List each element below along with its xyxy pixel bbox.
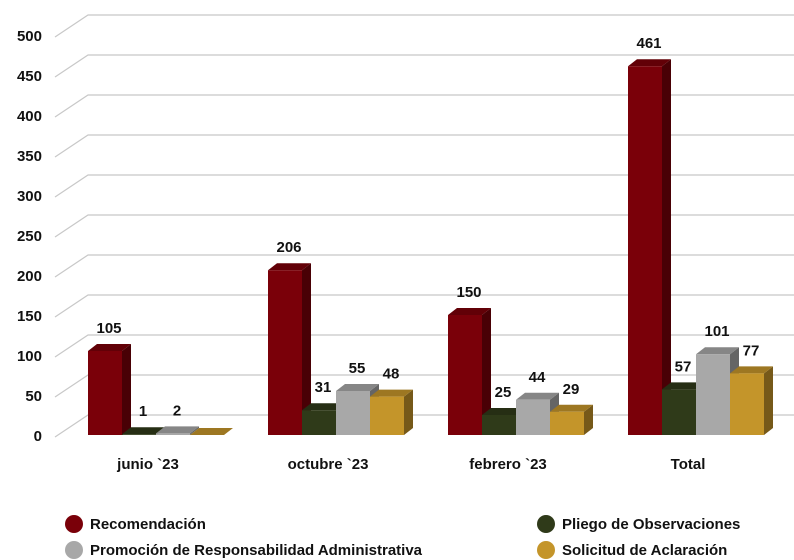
y-tick-label: 100 bbox=[17, 348, 42, 365]
legend-swatch bbox=[537, 515, 555, 533]
bar bbox=[730, 366, 773, 435]
grid-line bbox=[54, 334, 794, 358]
data-label: 101 bbox=[704, 323, 729, 340]
data-label: 150 bbox=[456, 284, 481, 301]
legend-label: Recomendación bbox=[90, 516, 206, 533]
grid-line bbox=[54, 214, 794, 238]
bar-top bbox=[268, 263, 311, 271]
bar-top bbox=[122, 427, 165, 435]
data-label: 1 bbox=[139, 403, 147, 420]
grid-line bbox=[54, 294, 794, 318]
grid-line bbox=[54, 134, 794, 158]
bar-top bbox=[448, 308, 491, 315]
bar-top bbox=[482, 408, 525, 415]
bar-front bbox=[302, 410, 336, 435]
x-tick-label: junio `23 bbox=[116, 456, 179, 473]
legend-swatch bbox=[65, 515, 83, 533]
grid-line bbox=[54, 54, 794, 78]
bar-side bbox=[404, 389, 413, 435]
bar-top bbox=[628, 59, 671, 67]
legend-label: Promoción de Responsabilidad Administrat… bbox=[90, 542, 423, 559]
data-label: 206 bbox=[276, 239, 301, 256]
y-tick-label: 450 bbox=[17, 68, 42, 85]
bar-side bbox=[122, 344, 131, 435]
bar-top bbox=[696, 347, 739, 355]
data-label: 57 bbox=[675, 358, 692, 375]
bar-front bbox=[696, 354, 730, 435]
bar-front bbox=[156, 433, 190, 435]
legend-label: Pliego de Observaciones bbox=[562, 516, 740, 533]
bar bbox=[156, 426, 199, 435]
bar bbox=[88, 344, 131, 435]
bar-side bbox=[764, 366, 773, 435]
bar-front bbox=[370, 396, 404, 435]
y-tick-label: 500 bbox=[17, 28, 42, 45]
data-label: 31 bbox=[315, 379, 332, 396]
data-label: 55 bbox=[349, 360, 366, 377]
bar-side bbox=[584, 404, 593, 435]
bar-top bbox=[370, 389, 413, 397]
bar bbox=[550, 404, 593, 435]
bar-top bbox=[516, 392, 559, 400]
bar-front bbox=[268, 270, 302, 435]
grid-line bbox=[54, 174, 794, 198]
data-label: 105 bbox=[96, 320, 121, 337]
y-tick-label: 0 bbox=[34, 428, 42, 445]
bar-front bbox=[662, 389, 696, 435]
bar-front bbox=[88, 351, 122, 435]
y-tick-label: 350 bbox=[17, 148, 42, 165]
bar-top bbox=[550, 404, 593, 412]
bar-top bbox=[190, 428, 233, 435]
data-label: 25 bbox=[495, 384, 512, 401]
bar-front bbox=[516, 399, 550, 435]
bar-front bbox=[336, 391, 370, 435]
data-label: 77 bbox=[743, 342, 760, 359]
bar-side bbox=[190, 426, 199, 435]
bar bbox=[268, 263, 311, 435]
bar-top bbox=[156, 426, 199, 434]
bar-front bbox=[730, 373, 764, 435]
bar-front bbox=[122, 434, 156, 435]
bar-side bbox=[662, 59, 671, 435]
y-tick-label: 400 bbox=[17, 108, 42, 125]
bar-top bbox=[88, 344, 131, 351]
bar-top bbox=[336, 384, 379, 391]
y-tick-label: 200 bbox=[17, 268, 42, 285]
data-label: 44 bbox=[529, 369, 546, 386]
legend-swatch bbox=[537, 541, 555, 559]
data-label: 461 bbox=[636, 35, 661, 52]
bar-side bbox=[482, 308, 491, 435]
legend-swatch bbox=[65, 541, 83, 559]
data-label: 29 bbox=[563, 381, 580, 398]
y-tick-label: 300 bbox=[17, 188, 42, 205]
bar-top bbox=[730, 366, 773, 374]
bar-front bbox=[448, 315, 482, 435]
y-tick-label: 150 bbox=[17, 308, 42, 325]
x-tick-label: octubre `23 bbox=[288, 456, 369, 473]
bar bbox=[190, 428, 233, 435]
y-tick-label: 250 bbox=[17, 228, 42, 245]
bar bbox=[628, 59, 671, 435]
x-tick-label: Total bbox=[671, 456, 706, 473]
grid-line bbox=[54, 254, 794, 278]
bar bbox=[370, 389, 413, 435]
bar bbox=[448, 308, 491, 435]
grid-line bbox=[54, 14, 794, 38]
grid-line bbox=[54, 94, 794, 118]
bar-front bbox=[628, 66, 662, 435]
legend-label: Solicitud de Aclaración bbox=[562, 542, 727, 559]
x-tick-label: febrero `23 bbox=[469, 456, 547, 473]
bar-front bbox=[482, 415, 516, 435]
bar-front bbox=[550, 411, 584, 435]
bar-top bbox=[662, 382, 705, 390]
bar-side bbox=[302, 263, 311, 435]
data-label: 2 bbox=[173, 402, 181, 419]
y-tick-label: 50 bbox=[25, 388, 42, 405]
bar-top bbox=[302, 403, 345, 411]
data-label: 48 bbox=[383, 366, 400, 383]
